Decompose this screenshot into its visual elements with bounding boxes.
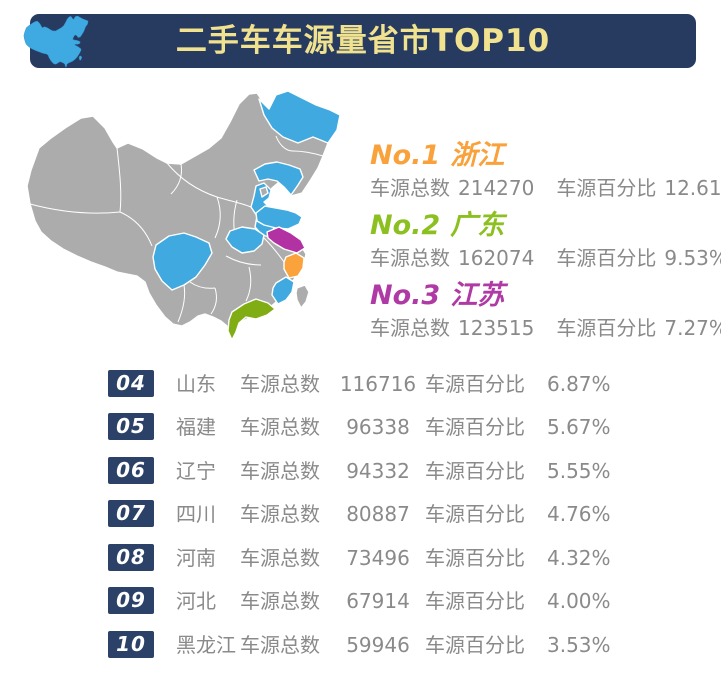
- total-value: 116716: [339, 372, 417, 396]
- total-value: 214270: [458, 176, 535, 200]
- china-map: [26, 90, 341, 342]
- total-value: 59946: [346, 633, 410, 657]
- pct-value: 5.55%: [547, 459, 611, 483]
- province-name: 河北: [176, 589, 216, 613]
- table-row: 09 河北 车源总数 67914 车源百分比 4.00%: [0, 587, 721, 615]
- table-row: 10 黑龙江 车源总数 59946 车源百分比 3.53%: [0, 631, 721, 659]
- pct-value: 12.61%: [664, 176, 721, 200]
- province-name: 山东: [176, 372, 216, 396]
- icon-taiwan: [78, 55, 82, 61]
- top3-item-2: No.2 广东 车源总数 162074 车源百分比 9.53%: [370, 211, 721, 271]
- province-shandong: [255, 205, 303, 230]
- total-label: 车源总数: [240, 589, 320, 613]
- total-value: 80887: [346, 502, 410, 526]
- province-name: 广东: [450, 210, 505, 241]
- pct-value: 9.53%: [664, 246, 721, 270]
- rank-stats: 车源总数 162074 车源百分比 9.53%: [370, 246, 721, 271]
- province-name: 浙江: [450, 140, 505, 171]
- province-name: 河南: [176, 546, 216, 570]
- rank-badge: 06: [108, 457, 154, 484]
- total-label: 车源总数: [370, 246, 450, 270]
- rank-stats: 车源总数 123515 车源百分比 7.27%: [370, 316, 721, 341]
- rank-badge: 07: [108, 500, 154, 527]
- top3-item-1: No.1 浙江 车源总数 214270 车源百分比 12.61%: [370, 141, 721, 201]
- pct-value: 3.53%: [547, 633, 611, 657]
- total-label: 车源总数: [240, 502, 320, 526]
- total-label: 车源总数: [240, 459, 320, 483]
- pct-label: 车源百分比: [556, 316, 657, 340]
- total-label: 车源总数: [240, 415, 320, 439]
- province-fujian: [271, 276, 295, 305]
- province-borders: [29, 135, 324, 323]
- province-name: 四川: [176, 502, 216, 526]
- rank-heading: No.1 浙江: [370, 141, 715, 171]
- pct-value: 5.67%: [547, 415, 611, 439]
- icon-mainland: [23, 15, 89, 68]
- table-row: 08 河南 车源总数 73496 车源百分比 4.32%: [0, 544, 721, 572]
- pct-value: 4.00%: [547, 589, 611, 613]
- rank-heading: No.2 广东: [370, 211, 715, 241]
- taiwan: [295, 284, 310, 309]
- pct-value: 7.27%: [664, 316, 721, 340]
- pct-value: 4.76%: [547, 502, 611, 526]
- province-name: 黑龙江: [176, 633, 236, 657]
- rank-badge: 09: [108, 587, 154, 614]
- total-value: 162074: [458, 246, 535, 270]
- total-value: 67914: [346, 589, 410, 613]
- total-value: 123515: [458, 316, 535, 340]
- pct-label: 车源百分比: [425, 415, 525, 439]
- header-banner: 二手车车源量省市TOP10: [30, 14, 696, 68]
- province-heilongjiang: [258, 90, 341, 144]
- china-map-icon: [23, 15, 89, 68]
- rank-label: No.2: [370, 210, 441, 241]
- province-guangdong: [227, 298, 276, 341]
- rank-badge: 10: [108, 631, 154, 658]
- province-sichuan: [152, 232, 213, 291]
- pct-label: 车源百分比: [425, 633, 525, 657]
- total-label: 车源总数: [240, 372, 320, 396]
- total-label: 车源总数: [240, 546, 320, 570]
- total-label: 车源总数: [240, 633, 320, 657]
- page-title: 二手车车源量省市TOP10: [175, 23, 551, 59]
- rank-badge: 04: [108, 370, 154, 397]
- pct-label: 车源百分比: [425, 589, 525, 613]
- rank-badge: 08: [108, 544, 154, 571]
- province-zhejiang: [283, 252, 305, 279]
- province-jiangsu: [266, 226, 306, 254]
- top3-item-3: No.3 江苏 车源总数 123515 车源百分比 7.27%: [370, 281, 721, 341]
- rank-stats: 车源总数 214270 车源百分比 12.61%: [370, 176, 721, 201]
- pct-value: 6.87%: [547, 372, 611, 396]
- pct-label: 车源百分比: [425, 459, 525, 483]
- total-label: 车源总数: [370, 316, 450, 340]
- province-henan: [225, 226, 265, 254]
- pct-label: 车源百分比: [425, 502, 525, 526]
- pct-label: 车源百分比: [556, 246, 657, 270]
- province-name: 江苏: [450, 280, 505, 311]
- table-row: 04 山东 车源总数 116716 车源百分比 6.87%: [0, 370, 721, 398]
- pct-label: 车源百分比: [556, 176, 657, 200]
- province-liaoning: [253, 161, 304, 196]
- table-row: 07 四川 车源总数 80887 车源百分比 4.76%: [0, 500, 721, 528]
- total-value: 94332: [346, 459, 410, 483]
- pct-label: 车源百分比: [425, 372, 525, 396]
- province-name: 辽宁: [176, 459, 216, 483]
- pct-value: 4.32%: [547, 546, 611, 570]
- rank-badge: 05: [108, 413, 154, 440]
- total-label: 车源总数: [370, 176, 450, 200]
- table-row: 06 辽宁 车源总数 94332 车源百分比 5.55%: [0, 457, 721, 485]
- region-beijing: [259, 186, 269, 198]
- total-value: 73496: [346, 546, 410, 570]
- pct-label: 车源百分比: [425, 546, 525, 570]
- rank-heading: No.3 江苏: [370, 281, 715, 311]
- rank-label: No.1: [370, 140, 441, 171]
- rank-label: No.3: [370, 280, 441, 311]
- table-row: 05 福建 车源总数 96338 车源百分比 5.67%: [0, 413, 721, 441]
- total-value: 96338: [346, 415, 410, 439]
- province-name: 福建: [176, 415, 216, 439]
